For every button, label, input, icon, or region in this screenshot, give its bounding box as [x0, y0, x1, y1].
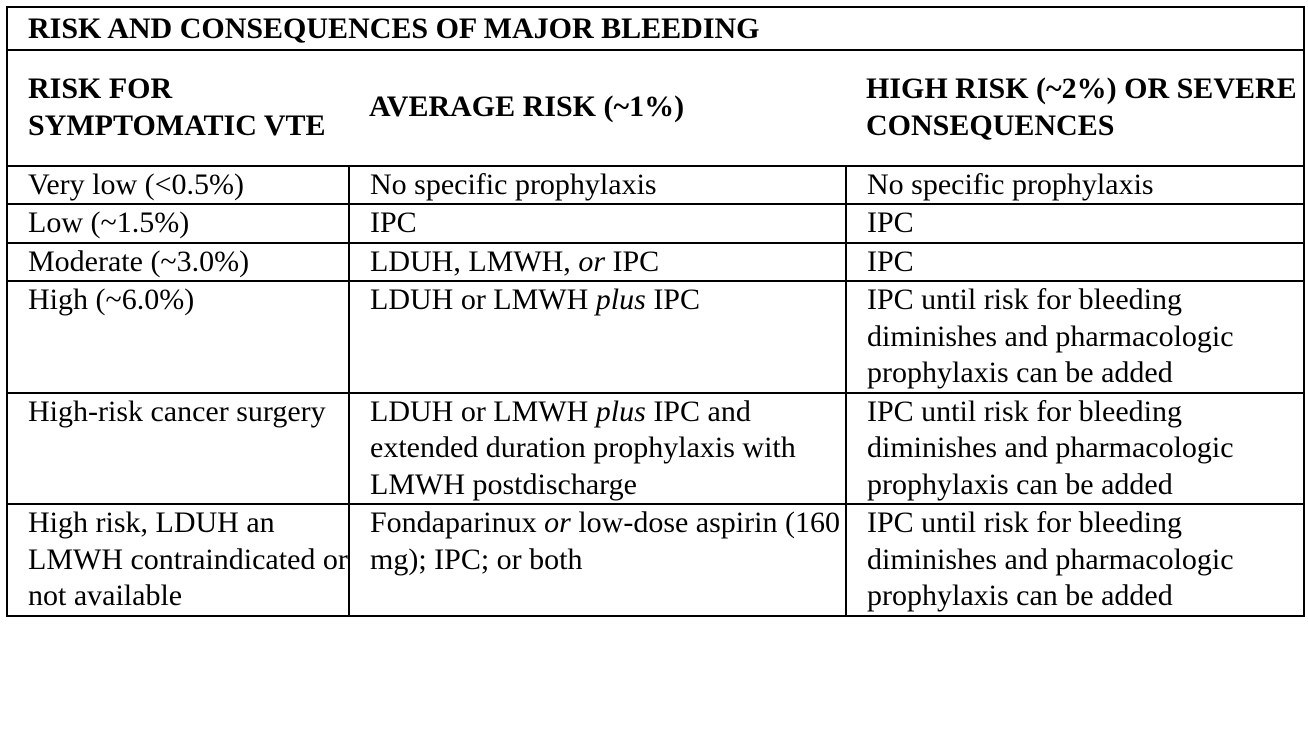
table-title-row: RISK AND CONSEQUENCES OF MAJOR BLEEDING	[7, 7, 1304, 50]
table-row: Very low (<0.5%) No specific prophylaxis…	[7, 166, 1304, 205]
emphasis-text: or	[578, 245, 605, 278]
text-segment: LDUH or LMWH	[370, 395, 596, 428]
high-risk-cell: IPC	[846, 204, 1304, 243]
risk-cell: High-risk cancer surgery	[7, 393, 349, 505]
risk-cell: Moderate (~3.0%)	[7, 243, 349, 282]
header-average-risk: AVERAGE RISK (~1%)	[349, 50, 846, 166]
table-title: RISK AND CONSEQUENCES OF MAJOR BLEEDING	[7, 7, 1304, 50]
average-risk-cell: Fondaparinux or low-dose aspirin (160 mg…	[349, 504, 846, 616]
risk-cell: High (~6.0%)	[7, 281, 349, 393]
risk-cell: Very low (<0.5%)	[7, 166, 349, 205]
header-high-risk: HIGH RISK (~2%) OR SEVERE CONSEQUENCES	[846, 50, 1304, 166]
average-risk-cell: LDUH or LMWH plus IPC	[349, 281, 846, 393]
table-row: Low (~1.5%) IPC IPC	[7, 204, 1304, 243]
risk-cell: High risk, LDUH an LMWH contraindicated …	[7, 504, 349, 616]
prophylaxis-table: RISK AND CONSEQUENCES OF MAJOR BLEEDING …	[6, 6, 1305, 617]
column-header-row: RISK FOR SYMPTOMATIC VTE AVERAGE RISK (~…	[7, 50, 1304, 166]
table-row: High risk, LDUH an LMWH contraindicated …	[7, 504, 1304, 616]
high-risk-cell: IPC until risk for bleeding diminishes a…	[846, 281, 1304, 393]
high-risk-cell: No specific prophylaxis	[846, 166, 1304, 205]
emphasis-text: or	[544, 506, 571, 539]
average-risk-cell: No specific prophylaxis	[349, 166, 846, 205]
average-risk-cell: LDUH, LMWH, or IPC	[349, 243, 846, 282]
high-risk-cell: IPC until risk for bleeding diminishes a…	[846, 504, 1304, 616]
header-risk-for-vte: RISK FOR SYMPTOMATIC VTE	[7, 50, 349, 166]
high-risk-cell: IPC	[846, 243, 1304, 282]
high-risk-cell: IPC until risk for bleeding diminishes a…	[846, 393, 1304, 505]
text-segment: IPC	[605, 245, 659, 278]
risk-cell: Low (~1.5%)	[7, 204, 349, 243]
average-risk-cell: IPC	[349, 204, 846, 243]
text-segment: Fondaparinux	[370, 506, 544, 539]
emphasis-text: plus	[596, 395, 646, 428]
emphasis-text: plus	[596, 283, 646, 316]
text-segment: IPC	[646, 283, 700, 316]
text-segment: LDUH or LMWH	[370, 283, 596, 316]
average-risk-cell: LDUH or LMWH plus IPC and extended durat…	[349, 393, 846, 505]
table-row: High (~6.0%) LDUH or LMWH plus IPC IPC u…	[7, 281, 1304, 393]
table-row: High-risk cancer surgery LDUH or LMWH pl…	[7, 393, 1304, 505]
table-row: Moderate (~3.0%) LDUH, LMWH, or IPC IPC	[7, 243, 1304, 282]
text-segment: LDUH, LMWH,	[370, 245, 578, 278]
